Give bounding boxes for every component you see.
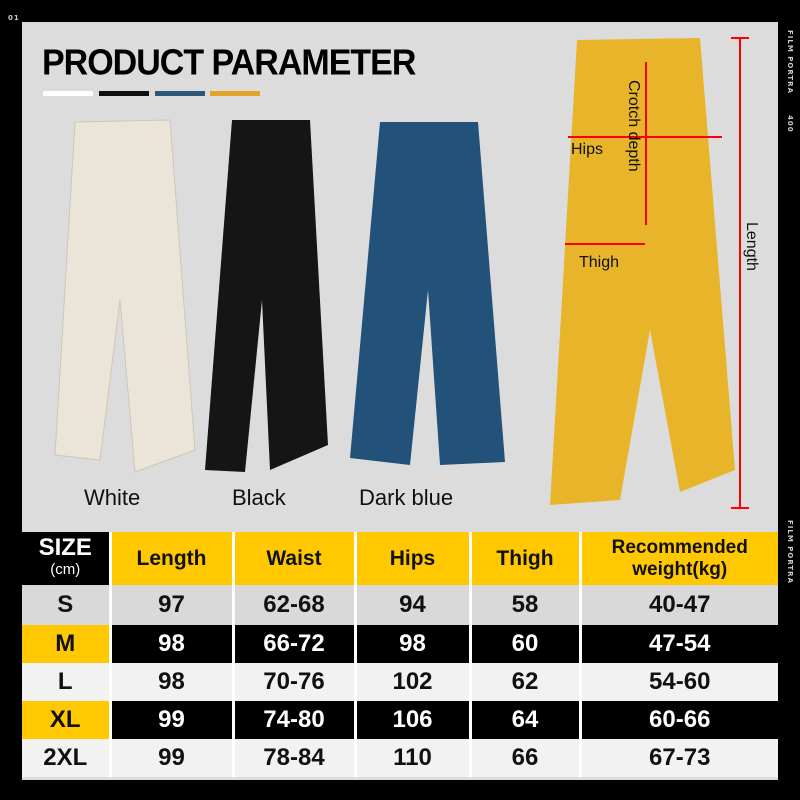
cell: 98: [353, 625, 470, 663]
pants-white-image: [54, 119, 196, 473]
size-unit: (cm): [50, 560, 81, 578]
cell: 47-54: [578, 625, 778, 663]
cell: 98: [108, 625, 233, 663]
table-header: SIZE (cm) Length Waist Hips Thigh Recomme…: [22, 532, 778, 585]
label-crotch-depth: Crotch depth: [625, 80, 642, 172]
table-row: XL 99 74-80 106 64 60-66: [22, 701, 778, 739]
swatch-white: [43, 91, 93, 96]
cell: 110: [353, 739, 470, 777]
cell-size: M: [22, 625, 110, 663]
label-hips: Hips: [571, 141, 604, 158]
swatch-black: [99, 91, 149, 96]
pants-yellow-image: [550, 38, 735, 505]
film-text-right-2: FILM PORTRA: [786, 520, 794, 584]
pants-black-image: [205, 120, 328, 472]
label-thigh: Thigh: [579, 254, 620, 271]
cell: 64: [468, 701, 580, 739]
page-title: PRODUCT PARAMETER: [42, 43, 416, 83]
cell-size: 2XL: [22, 739, 110, 777]
cell: 74-80: [231, 701, 355, 739]
size-label: SIZE: [38, 533, 92, 561]
cell-size: L: [22, 663, 110, 701]
swatch-blue: [155, 91, 205, 96]
cell: 78-84: [231, 739, 355, 777]
header-size: SIZE (cm): [22, 532, 110, 585]
cell: 97: [108, 585, 233, 625]
pants-blue-image: [350, 122, 505, 465]
color-label-white: White: [84, 485, 141, 510]
table-row: S 97 62-68 94 58 40-47: [22, 585, 778, 625]
cell: 54-60: [578, 663, 778, 701]
header-weight: Recommended weight(kg): [578, 532, 778, 585]
cell: 60-66: [578, 701, 778, 739]
film-num-right: 400: [786, 115, 794, 133]
cell: 62-68: [231, 585, 355, 625]
cell: 99: [108, 739, 233, 777]
header-length: Length: [108, 532, 233, 585]
cell: 60: [468, 625, 580, 663]
header-hips: Hips: [353, 532, 470, 585]
cell-size: S: [22, 585, 110, 625]
film-text-right: FILM PORTRA: [786, 30, 794, 94]
color-label-black: Black: [232, 485, 286, 510]
table-row: M 98 66-72 98 60 47-54: [22, 625, 778, 663]
cell: 67-73: [578, 739, 778, 777]
size-table: SIZE (cm) Length Waist Hips Thigh Recomme…: [22, 532, 778, 777]
cell: 70-76: [231, 663, 355, 701]
cell: 98: [108, 663, 233, 701]
cell: 102: [353, 663, 470, 701]
cell: 58: [468, 585, 580, 625]
header-waist: Waist: [231, 532, 355, 585]
cell: 66: [468, 739, 580, 777]
cell: 99: [108, 701, 233, 739]
cell: 106: [353, 701, 470, 739]
cell: 94: [353, 585, 470, 625]
cell: 66-72: [231, 625, 355, 663]
label-length: Length: [743, 222, 760, 271]
table-row: L 98 70-76 102 62 54-60: [22, 663, 778, 701]
table-row: 2XL 99 78-84 110 66 67-73: [22, 739, 778, 777]
cell: 62: [468, 663, 580, 701]
cell-size: XL: [22, 701, 110, 739]
product-images: [54, 37, 749, 509]
swatch-yellow: [210, 91, 260, 96]
header-thigh: Thigh: [468, 532, 580, 585]
color-label-dark-blue: Dark blue: [359, 485, 454, 510]
film-mark-left: 01: [8, 14, 20, 22]
cell: 40-47: [578, 585, 778, 625]
